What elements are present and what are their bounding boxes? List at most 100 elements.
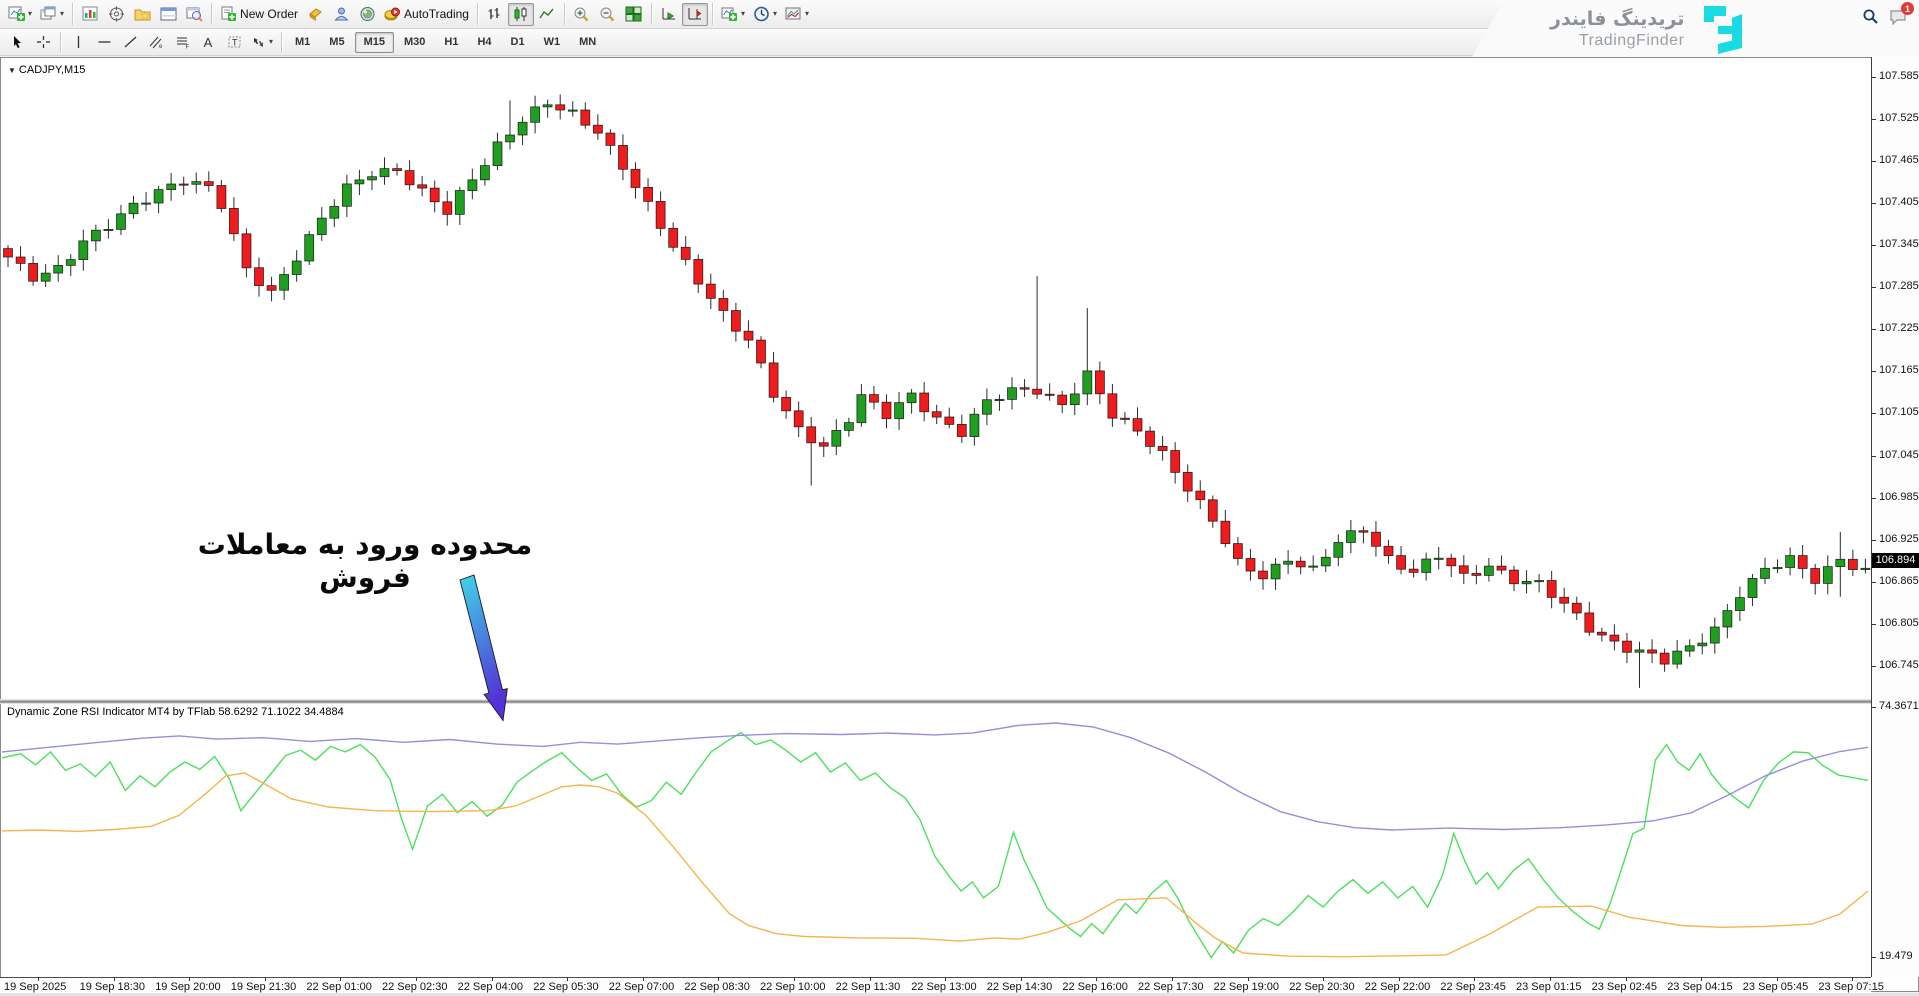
candle [1822,566,1833,584]
equidistant-channel-button[interactable]: e [143,31,169,54]
indicators-button[interactable]: ▾ [717,3,749,26]
candle [392,168,403,171]
candle [1433,557,1444,560]
trendline-button[interactable] [117,31,143,54]
timeframe-d1-button[interactable]: D1 [502,32,534,53]
zoom-in-button[interactable] [569,3,595,26]
candle [454,190,465,215]
arrows-button[interactable]: ▾ [247,31,277,54]
candle [1120,417,1130,420]
candle [1772,567,1783,570]
candlestick-chart[interactable] [2,62,1871,699]
horizontal-line-button[interactable] [91,31,117,54]
toolbar-separator [650,3,652,25]
timeframe-w1-button[interactable]: W1 [535,32,570,53]
terminal-button[interactable] [155,3,181,26]
time-tick-label: 22 Sep 04:00 [457,981,524,993]
timeframe-mn-button[interactable]: MN [570,32,605,53]
candle [969,413,980,438]
navigator-icon [134,9,151,21]
candle [1145,430,1155,447]
fibonacci-retracement-button[interactable]: F [169,31,195,54]
candle [906,392,917,404]
time-tick-mark [189,978,191,981]
auto-scroll-button[interactable] [656,3,682,26]
strategy-tester-button[interactable] [181,3,207,26]
candle [944,416,955,425]
timeframe-m15-button[interactable]: M15 [354,31,394,53]
line-chart-button[interactable] [534,3,560,26]
navigator-button[interactable] [129,3,155,26]
chart-shift-button[interactable] [681,2,708,26]
vertical-line-button[interactable] [65,31,91,54]
time-tick-mark [1550,978,1551,981]
data-window-button[interactable] [103,3,129,26]
candle [304,234,315,262]
time-tick-label: 23 Sep 04:15 [1667,981,1733,993]
time-tick-mark [1701,978,1703,981]
cursor-button[interactable] [4,31,30,54]
rsi-indicator-panel[interactable] [2,704,1871,976]
timeframe-m1-button[interactable]: M1 [286,32,319,53]
candlestick-chart-button[interactable] [507,2,534,26]
new-chart-button[interactable]: ▾ [4,3,36,26]
candle [1245,558,1256,572]
text-button[interactable]: A [195,31,221,54]
time-tick-label: 22 Sep 10:00 [760,981,826,993]
candle [291,260,302,275]
timeframe-h1-button[interactable]: H1 [435,32,467,53]
market-watch-button[interactable] [77,3,103,26]
search-icon[interactable] [1862,8,1879,25]
periods-button[interactable]: ▾ [749,3,781,26]
new-order-button[interactable]: New Order [216,3,302,26]
autotrading-label: AutoTrading [404,7,469,21]
chevron-down-icon: ▾ [60,9,65,18]
price-tick-label: 107.585 [1872,70,1919,82]
candle [844,422,854,431]
fibonacci-icon: F [176,37,189,49]
price-tick-label: 106.865 [1872,574,1919,587]
chart-window [0,57,1919,992]
autotrading-button[interactable]: AutoTrading [380,3,473,26]
candle [1057,394,1068,406]
web-button[interactable] [354,3,380,26]
candle [3,248,13,258]
tile-windows-button[interactable] [621,3,647,26]
bar-chart-button[interactable] [482,3,508,26]
timeframe-m5-button[interactable]: M5 [320,32,353,53]
time-axis[interactable]: 19 Sep 2025 19 Sep 18:30 19 Sep 20:00 19 Se… [0,977,1884,993]
candle [668,227,679,248]
profiles-button[interactable]: ▾ [36,3,68,26]
templates-button[interactable]: ▾ [781,3,813,26]
current-price-tag: 106.894 [1872,553,1919,569]
candle [1157,445,1168,451]
candle [166,183,177,190]
time-tick-mark [113,978,115,981]
toolbar-separator [72,3,74,25]
candle [1346,530,1356,543]
time-tick-mark [567,978,569,981]
mql5-community-button[interactable] [328,3,354,26]
text-label-button[interactable]: T [221,31,247,54]
crosshair-button[interactable] [30,31,56,54]
time-tick-label: 19 Sep 18:30 [79,981,146,993]
candle [530,106,540,123]
timeframe-h4-button[interactable]: H4 [468,32,500,53]
zoom-out-button[interactable] [595,3,621,26]
candle [153,189,164,204]
candle [1207,499,1218,522]
candle [1421,558,1432,573]
chat-button[interactable]: 1 [1889,2,1914,30]
candle [1069,393,1080,405]
price-axis[interactable]: 74.3671 19.479 106.894 107.585 107.525 107… [1872,57,1919,977]
metaeditor-button[interactable] [302,3,328,26]
symbol-title[interactable]: ▼ CADJPY,M15 [8,64,85,76]
time-tick-label: 22 Sep 16:00 [1062,981,1128,993]
auto-scroll-icon [662,8,676,20]
time-tick-label: 22 Sep 20:30 [1289,981,1355,993]
candle [1647,649,1657,654]
time-tick-label: 23 Sep 05:45 [1742,981,1809,993]
panel-splitter[interactable] [0,699,1871,704]
timeframe-m30-button[interactable]: M30 [395,32,434,53]
candle [1848,558,1858,570]
